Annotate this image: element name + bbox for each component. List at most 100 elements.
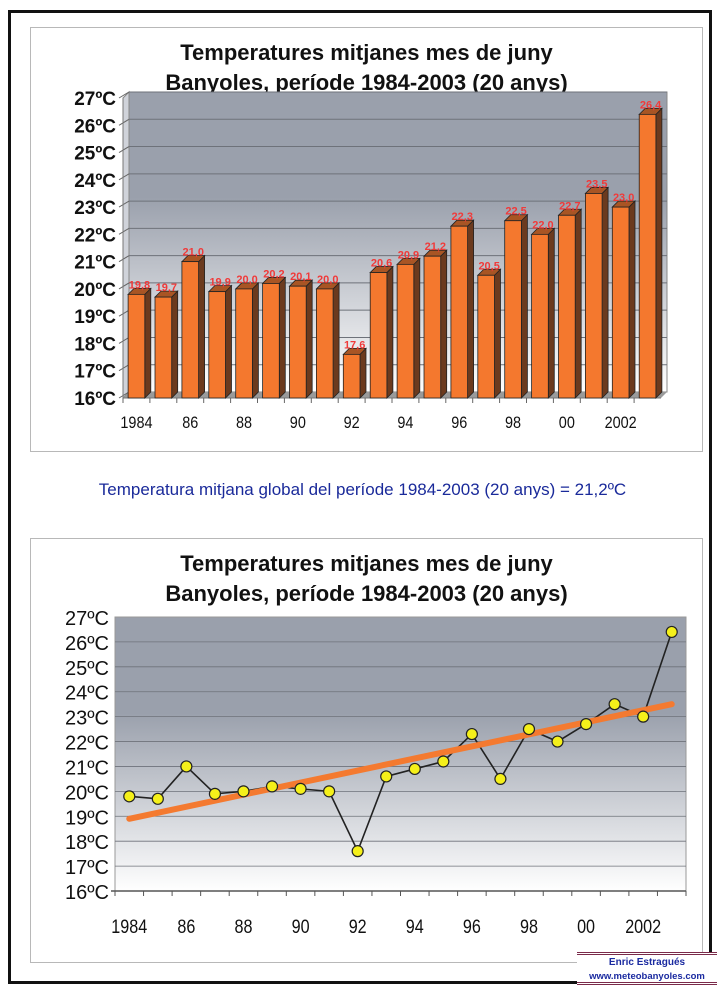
bar-data-label: 20,2 [263, 268, 284, 280]
x-tick-label: 90 [292, 916, 310, 938]
bar-data-label: 20,0 [236, 274, 257, 286]
bar-data-label: 20,9 [398, 249, 419, 261]
bar-side [655, 107, 663, 399]
data-point [351, 845, 364, 858]
bar-chart-panel: Temperatures mitjanes mes de juny Banyol… [30, 27, 703, 452]
plot-area [114, 616, 687, 892]
y-tick [118, 173, 130, 181]
y-tick [118, 200, 130, 208]
x-tick-label: 86 [177, 916, 195, 938]
bar [638, 113, 657, 399]
x-tick-label: 1984 [111, 916, 147, 938]
y-tick [118, 118, 130, 126]
bar-chart: 16ºC 17ºC 18ºC 19ºC 20ºC 21ºC 22ºC 23ºC 24ºC 25ºC… [74, 89, 668, 432]
x-tick-label: 92 [344, 414, 360, 432]
data-point [494, 772, 507, 786]
bar-data-label: 22,3 [452, 211, 473, 223]
bar [235, 288, 253, 399]
bar [504, 220, 522, 399]
y-tick-label: 20ºC [65, 782, 109, 804]
bar-data-label: 23,0 [613, 192, 634, 204]
y-tick [118, 227, 130, 235]
y-tick-label: 27ºC [74, 89, 116, 110]
bar-data-label: 20,6 [371, 258, 392, 270]
x-tick-label: 94 [397, 414, 413, 432]
x-tick-label: 94 [406, 916, 424, 938]
bar-side [251, 281, 259, 399]
credit-website[interactable]: www.meteobanyoles.com [589, 971, 705, 982]
bar-side [171, 290, 179, 399]
bar [181, 261, 199, 399]
y-tick [118, 337, 130, 344]
y-tick-label: 24ºC [65, 683, 109, 705]
data-point [123, 790, 136, 803]
bar-data-label: 19,9 [209, 277, 230, 289]
y-tick-label: 23ºC [74, 198, 116, 219]
bar [342, 353, 361, 399]
bar-data-label: 19,7 [156, 282, 177, 294]
bar-chart-subtitle: Banyoles, període 1984-2003 (20 anys) [165, 70, 568, 95]
data-point [180, 760, 193, 773]
y-tick-label: 18ºC [65, 832, 109, 854]
line-chart-panel: Temperatures mitjanes mes de juny Banyol… [30, 538, 703, 963]
y-tick-label: 17ºC [74, 362, 116, 383]
y-tick-label: 26ºC [74, 116, 116, 137]
y-tick-label: 25ºC [65, 658, 109, 680]
bar [262, 283, 280, 399]
y-tick-label: 19ºC [65, 807, 109, 829]
y-tick-label: 20ºC [74, 280, 116, 301]
bar [477, 274, 495, 399]
credit-author: Enric Estragués [608, 957, 686, 968]
bar-data-label: 26,4 [640, 99, 662, 111]
bar-data-label: 20,1 [290, 271, 311, 283]
bar-data-label: 23,5 [586, 178, 607, 190]
bar-data-label: 22,7 [559, 200, 580, 212]
y-tick [118, 309, 130, 317]
bar-data-label: 22,0 [532, 219, 553, 231]
y-tick-label: 22ºC [74, 225, 116, 246]
y-tick [118, 91, 130, 99]
bar-side [494, 268, 501, 399]
data-point [408, 762, 421, 776]
bar [127, 293, 146, 399]
x-tick-label: 2002 [625, 916, 661, 938]
bar [558, 214, 576, 399]
y-tick-label: 18ºC [74, 334, 116, 355]
x-tick-label: 92 [349, 916, 367, 938]
data-point [465, 727, 478, 741]
bar-side [144, 287, 152, 399]
y-tick-label: 21ºC [74, 253, 116, 274]
bar-side [386, 265, 394, 399]
y-tick-label: 24ºC [74, 171, 116, 192]
y-tick-label: 27ºC [65, 608, 109, 630]
bar [423, 255, 442, 399]
x-tick-label: 98 [520, 916, 538, 938]
bar-side [278, 276, 286, 399]
bar [611, 206, 630, 399]
x-tick-label: 00 [577, 916, 595, 938]
x-tick-label: 96 [463, 916, 481, 938]
data-point [665, 625, 678, 639]
plot-floor [123, 392, 667, 398]
line-chart-subtitle: Banyoles, període 1984-2003 (20 anys) [165, 581, 568, 606]
data-point [294, 782, 307, 795]
bar-side [547, 227, 555, 399]
bar-side [305, 279, 313, 399]
data-point [579, 718, 593, 731]
bar-data-label: 21,0 [183, 247, 204, 259]
x-tick-label: 98 [505, 414, 521, 432]
credit-box: Enric Estragués www.meteobanyoles.com [577, 952, 717, 985]
data-point [637, 710, 650, 723]
line-chart-title: Temperatures mitjanes mes de juny [180, 551, 553, 576]
bar [154, 296, 173, 399]
bar [316, 288, 334, 399]
bar-data-label: 22,5 [505, 206, 526, 218]
bar-side [225, 284, 232, 399]
bar-side [332, 281, 340, 399]
data-point [237, 785, 250, 798]
bar-side [198, 254, 205, 399]
bar-side [359, 347, 367, 399]
bar [396, 263, 415, 399]
bar-chart-title: Temperatures mitjanes mes de juny [180, 40, 553, 65]
